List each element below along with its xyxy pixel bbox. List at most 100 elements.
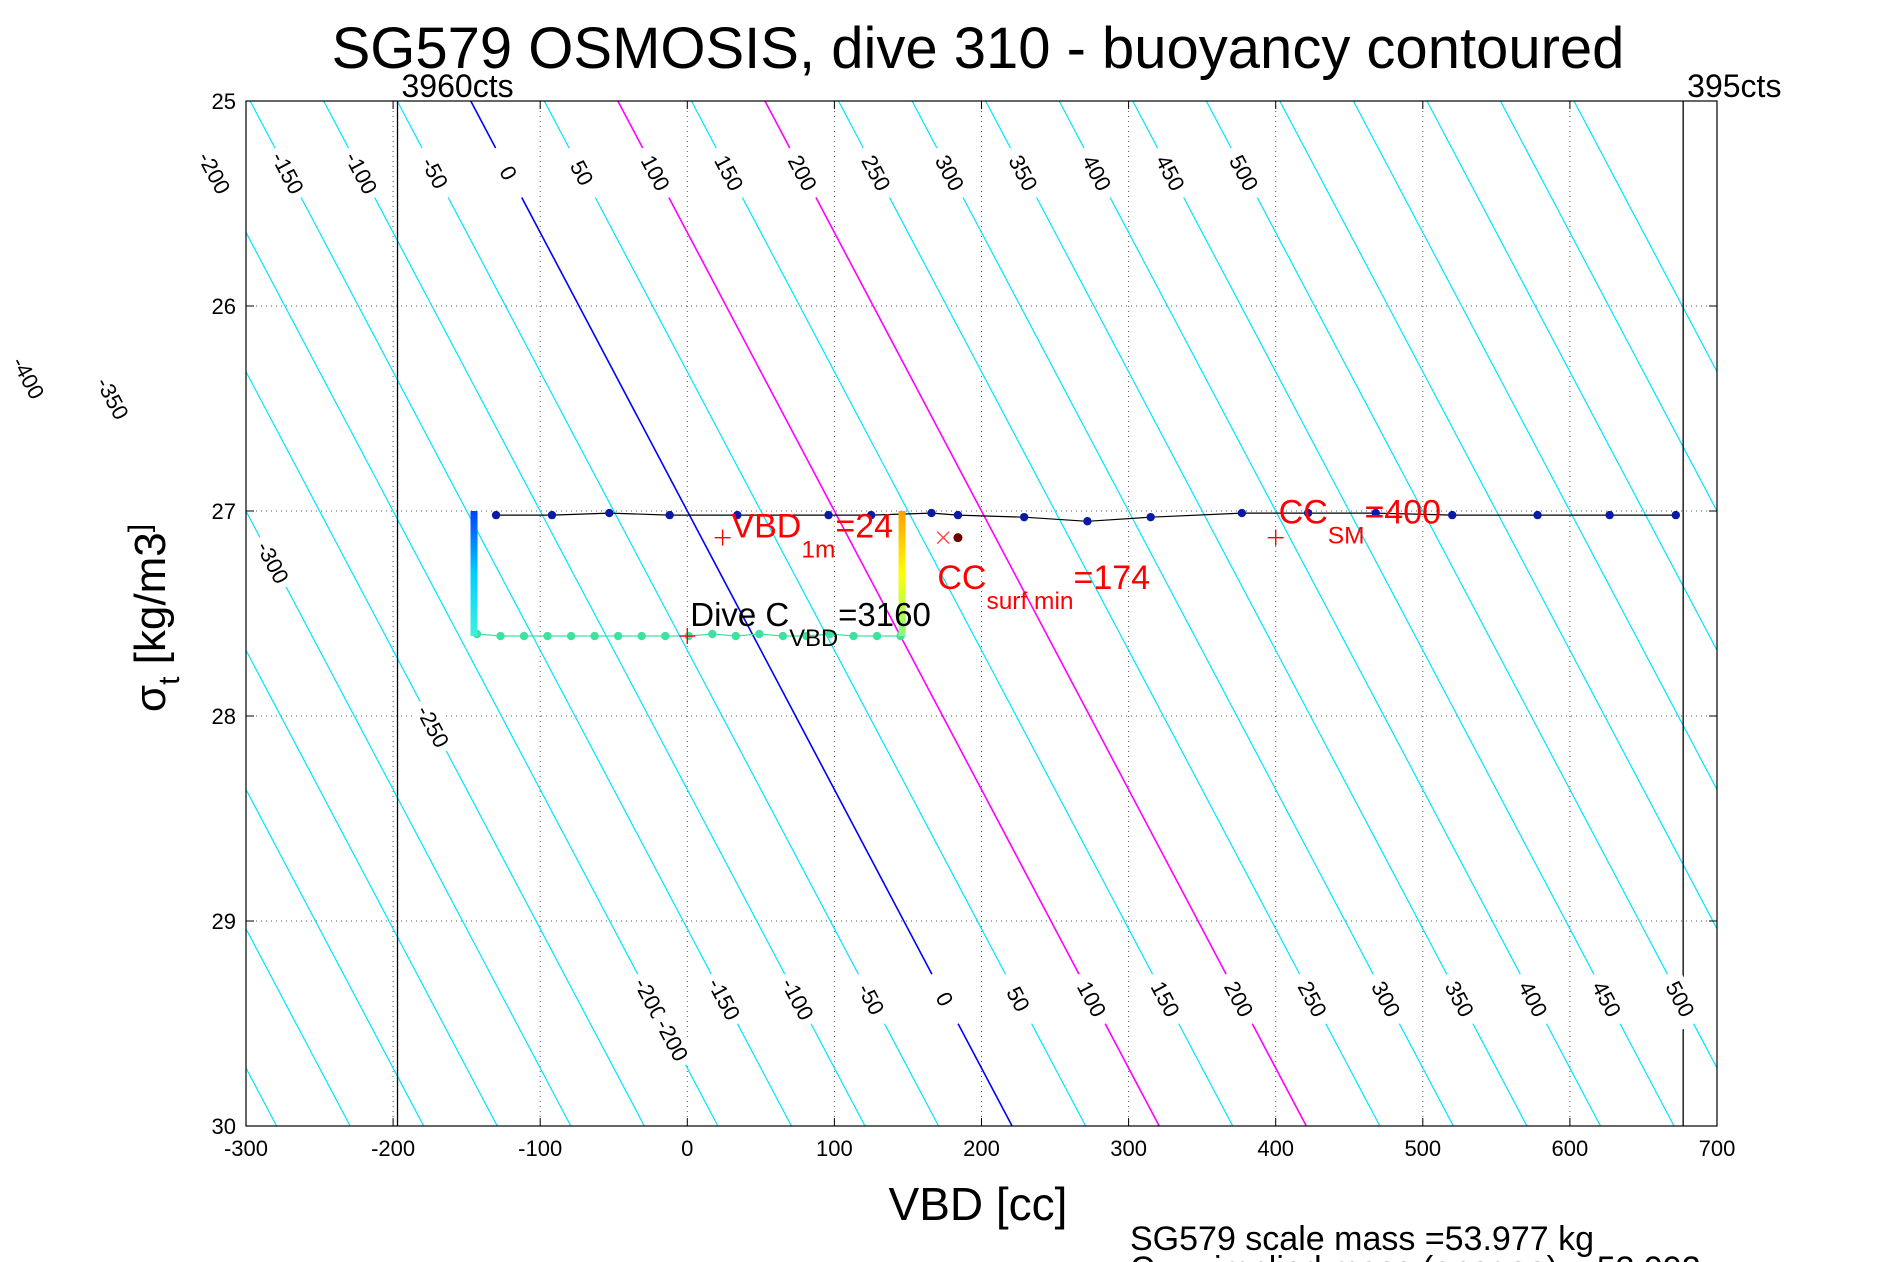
x-tick-label: 0 <box>681 1136 693 1161</box>
contour-line <box>1499 101 1717 513</box>
data-point <box>708 629 717 639</box>
contour-label: -100 <box>336 141 387 204</box>
contour-label-bg <box>248 531 298 594</box>
contour-label-bg <box>408 695 458 758</box>
contour-label: 350 <box>1435 968 1485 1030</box>
count-limit-lines: 3960cts 395cts <box>396 68 1781 1126</box>
contour-label-bg <box>998 141 1049 204</box>
data-point <box>613 631 623 641</box>
x-tick-label: 100 <box>816 1136 853 1161</box>
contour-line <box>1058 101 1602 1126</box>
x-tick-label: 600 <box>1552 1136 1589 1161</box>
contour-line <box>396 101 940 1126</box>
dot-marker <box>953 533 963 543</box>
cross-marker <box>936 531 950 545</box>
profile-bar <box>470 511 478 637</box>
contour-label: 500 <box>1219 141 1269 204</box>
data-point <box>547 510 557 520</box>
contour-line <box>246 788 425 1126</box>
data-point <box>566 631 576 641</box>
contour-label-bg <box>851 141 901 204</box>
contour-line <box>617 101 1160 1126</box>
contour-label-bg <box>263 141 313 204</box>
contour-label: 250 <box>851 141 901 204</box>
contour-label-bg <box>1214 968 1264 1030</box>
contour-line <box>1132 101 1675 1126</box>
annotation-base: CC <box>937 559 986 597</box>
y-label-part: [kg/m3 <box>126 532 175 676</box>
contour-label-bg <box>557 141 607 204</box>
footer-implied-mass: C implied mass (apogee) = 53.992 <box>1130 1250 1701 1262</box>
data-point <box>953 510 963 520</box>
y-tick-label: 26 <box>212 294 236 319</box>
profile-bar <box>898 511 906 637</box>
contour-label-bg <box>189 141 240 204</box>
contour-label: 300 <box>925 141 975 204</box>
contour-label-bg <box>88 367 138 430</box>
contour-label-bg <box>1288 968 1338 1030</box>
contour-label: 50 <box>557 141 607 204</box>
data-point <box>802 631 811 641</box>
x-tick-label: 200 <box>963 1136 1000 1161</box>
contour-label: 150 <box>704 141 754 204</box>
contour-line <box>764 101 1308 1126</box>
contour-label: 0 <box>920 968 970 1030</box>
contour-label: 250 <box>1288 968 1338 1030</box>
data-point <box>755 629 764 639</box>
contour-label-bg <box>647 1009 697 1071</box>
contour-label: 300 <box>1361 968 1411 1030</box>
contour-label: -200 <box>647 1009 697 1071</box>
x-tick-label: 700 <box>1699 1136 1736 1161</box>
contour-label: 450 <box>1146 141 1196 204</box>
contour-label-bg <box>1435 968 1485 1030</box>
contour-label: 50 <box>993 968 1044 1030</box>
contour-line <box>1205 101 1717 1070</box>
contour-label: 450 <box>1582 968 1632 1030</box>
contour-label-bg <box>1582 968 1632 1030</box>
contour-line <box>246 509 572 1126</box>
contour-label-bg <box>993 968 1044 1030</box>
data-point <box>496 631 505 641</box>
contour-label: 500 <box>1655 968 1706 1030</box>
contour-label: 200 <box>778 141 828 204</box>
contour-label-bg <box>484 141 534 204</box>
x-tick-label: 400 <box>1257 1136 1294 1161</box>
x-tick-label: -200 <box>371 1136 415 1161</box>
data-point <box>849 631 858 641</box>
y-axis-label: σt [kg/m3] <box>123 524 186 712</box>
data-point <box>733 510 742 520</box>
contour-label-bg <box>1655 968 1706 1030</box>
contour-label-bg <box>773 968 823 1030</box>
data-point <box>1146 512 1155 522</box>
annotation-text: Dive CVBD=3160 <box>690 596 931 652</box>
contour-label-bg <box>1219 141 1269 204</box>
contour-label: -50 <box>410 141 460 204</box>
annotation-base: Dive C <box>690 596 789 633</box>
contour-label-bg <box>1361 968 1411 1030</box>
contour-label: -200 <box>189 141 240 204</box>
data-point <box>866 510 876 520</box>
annotation-text: CCsurf min=174 <box>937 559 1150 615</box>
contour-label-bg <box>1072 141 1122 204</box>
contour-label: 350 <box>998 141 1049 204</box>
data-point <box>872 631 882 641</box>
contour-label: -50 <box>846 968 896 1030</box>
markers <box>679 529 1284 645</box>
contour-label-bg <box>925 141 975 204</box>
chart-title: SG579 OSMOSIS, dive 310 - buoyancy conto… <box>332 16 1625 81</box>
contour-line <box>837 101 1381 1126</box>
data-point <box>590 631 599 641</box>
y-tick-label: 25 <box>212 89 236 114</box>
contour-label: 0 <box>484 141 534 204</box>
contour-label: -150 <box>699 968 749 1030</box>
plus-marker <box>1267 529 1284 546</box>
count-limit-label: 395cts <box>1687 68 1781 104</box>
y-axis-ticks: 25 26 27 28 29 30 <box>212 89 1717 1139</box>
contour-label-bg <box>920 968 970 1030</box>
contour-label: -350 <box>88 367 138 430</box>
x-tick-label: 300 <box>1110 1136 1147 1161</box>
footer-notes: SG579 scale mass =53.977 kgC implied mas… <box>1130 1220 1701 1262</box>
annotation-base: VBD <box>731 508 801 546</box>
contour-line <box>1426 101 1717 652</box>
